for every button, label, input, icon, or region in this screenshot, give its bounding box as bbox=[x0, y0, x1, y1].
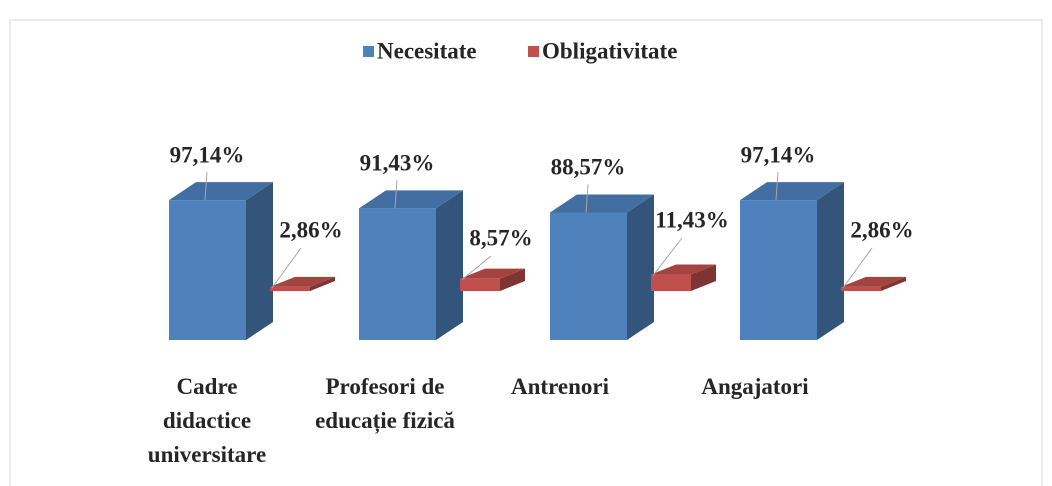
x-tick-label: Antrenori bbox=[511, 374, 609, 399]
data-label: 2,86% bbox=[850, 217, 913, 242]
data-label: 8,57% bbox=[469, 225, 532, 250]
bar-side bbox=[691, 264, 716, 291]
leader-line bbox=[652, 237, 683, 276]
data-label: 97,14% bbox=[741, 142, 816, 167]
legend-swatch bbox=[363, 46, 374, 57]
bar-side bbox=[436, 190, 463, 340]
bar-side bbox=[817, 182, 844, 340]
data-label: 97,14% bbox=[170, 142, 245, 167]
legend-label: Necesitate bbox=[377, 38, 477, 63]
leader-line bbox=[394, 180, 398, 209]
leader-line bbox=[842, 247, 873, 289]
bar-top bbox=[550, 194, 654, 213]
bar-top bbox=[270, 276, 335, 287]
data-label: 88,57% bbox=[551, 155, 626, 180]
bar-top bbox=[651, 264, 716, 275]
leader-line bbox=[204, 172, 208, 201]
data-label: 11,43% bbox=[655, 207, 728, 232]
bar bbox=[550, 212, 627, 340]
bar-side bbox=[500, 268, 525, 291]
bar bbox=[270, 286, 310, 291]
x-tick-label: Profesori de educație fizică bbox=[315, 374, 455, 433]
bar bbox=[359, 208, 436, 340]
leader-line bbox=[775, 172, 779, 201]
bar-top bbox=[740, 182, 844, 201]
leader-line bbox=[585, 184, 589, 213]
leader-line bbox=[271, 247, 302, 289]
bar bbox=[740, 200, 817, 340]
x-tick-label: Cadre didactice universitare bbox=[147, 374, 267, 467]
bar bbox=[841, 286, 881, 291]
data-label: 91,43% bbox=[360, 151, 435, 176]
x-tick-label: Angajatori bbox=[701, 374, 809, 399]
legend-label: Obligativitate bbox=[542, 38, 677, 63]
bar-side bbox=[881, 276, 906, 291]
leader-line bbox=[461, 255, 492, 281]
bar-side bbox=[627, 194, 654, 340]
frame bbox=[9, 19, 1043, 486]
bar bbox=[651, 274, 691, 291]
bar bbox=[460, 278, 500, 291]
bar-top bbox=[169, 182, 273, 201]
bar-side bbox=[310, 276, 335, 291]
bar bbox=[169, 200, 246, 340]
bar-side bbox=[246, 182, 273, 340]
bar-top bbox=[841, 276, 906, 287]
bar-top bbox=[359, 190, 463, 209]
legend-swatch bbox=[528, 46, 539, 57]
bar-top bbox=[460, 268, 525, 279]
data-label: 2,86% bbox=[279, 217, 342, 242]
